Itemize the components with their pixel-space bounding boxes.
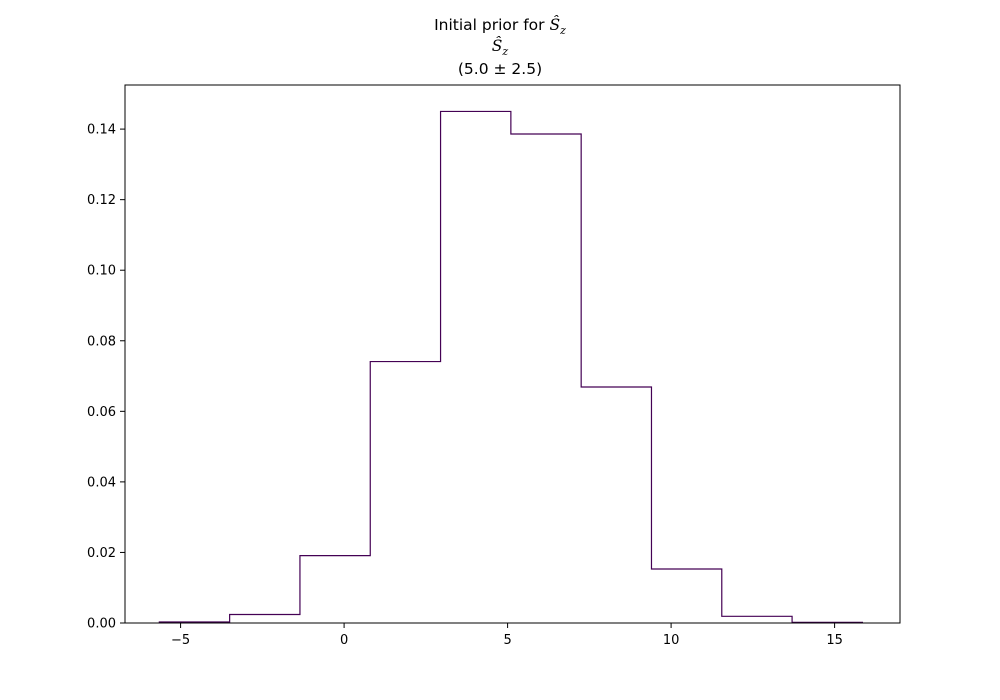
y-tick-label: 0.08: [87, 334, 116, 349]
x-axis-ticks: −5 0 5 10 15: [171, 623, 843, 648]
y-tick-label: 0.00: [87, 617, 116, 632]
histogram-step-line: [158, 110, 863, 623]
x-tick-label: 15: [826, 633, 843, 648]
title-prefix: Initial prior for: [434, 16, 545, 34]
title-symbol-base-2: Ŝ: [491, 37, 503, 55]
x-tick-label: 0: [340, 633, 348, 648]
plot-frame: [124, 84, 901, 624]
title-symbol-2: Ŝz: [491, 37, 509, 59]
title-line-1: Initial prior for Ŝz: [0, 16, 1000, 37]
y-tick-label: 0.14: [87, 123, 116, 138]
title-line-2: Ŝz: [0, 37, 1000, 58]
title-symbol-sub-1: z: [560, 24, 566, 38]
title-symbol-1: Ŝz: [549, 16, 566, 38]
y-tick-label: 0.06: [87, 405, 116, 420]
title-symbol-base-1: Ŝ: [549, 16, 561, 34]
x-tick-label: −5: [171, 633, 190, 648]
title-symbol-sub-2: z: [502, 45, 509, 59]
y-tick-label: 0.12: [87, 193, 116, 208]
y-tick-label: 0.10: [87, 264, 116, 279]
title-line-3: (5.0 ± 2.5): [457, 60, 543, 78]
y-axis-ticks: 0.00 0.02 0.04 0.06 0.08 0.10 0.12 0.14: [87, 123, 125, 632]
x-tick-label: 5: [503, 633, 511, 648]
x-tick-label: 10: [663, 633, 680, 648]
y-tick-label: 0.04: [87, 475, 116, 490]
y-tick-label: 0.02: [87, 546, 116, 561]
